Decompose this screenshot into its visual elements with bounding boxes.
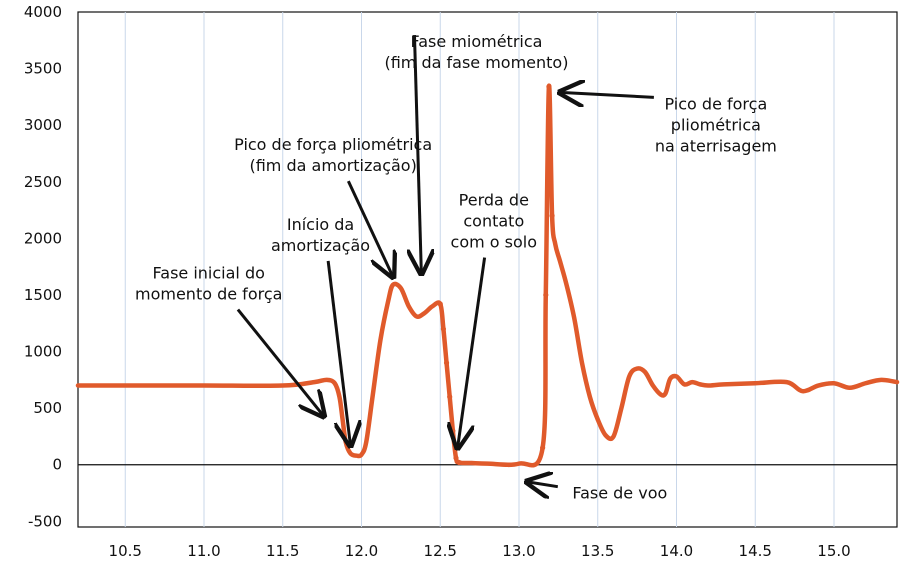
annotation-arrow [560,92,654,97]
y-tick-label: 3000 [24,116,62,134]
data-point [540,445,546,451]
x-tick-label: 14.0 [660,542,693,560]
annotation-label: Fase inicial do momento de força [135,264,282,304]
annotation-3: Fase miométrica (fim da fase momento) [384,32,568,273]
annotation-label: Fase de voo [572,484,667,503]
data-point [440,326,446,332]
annotation-label: Perda de contato com o solo [451,191,538,252]
annotation-label: Pico de força pliométrica na aterrisagem [655,94,777,155]
annotation-4: Perda de contato com o solo [451,191,538,448]
data-point [453,455,459,461]
data-point [443,360,450,366]
annotation-arrow [326,260,350,446]
y-tick-label: 500 [33,399,62,417]
annotation-arrow [346,180,393,277]
plot-frame [77,11,898,528]
y-tick-label: 4000 [24,3,62,21]
data-point [450,428,456,434]
x-tick-label: 12.5 [424,542,457,560]
annotation-arrow [458,257,487,448]
annotation-label: Pico de força pliométrica (fim da amortiz… [234,135,432,175]
data-point [549,213,555,219]
annotation-6: Fase de voo [527,482,667,503]
annotation-2: Pico de força pliométrica (fim da amortiz… [234,135,432,277]
y-tick-label: -500 [28,512,62,530]
annotation-arrow [414,35,421,273]
y-tick-label: 1000 [24,343,62,361]
x-tick-label: 11.5 [266,542,299,560]
x-tick-label: 13.5 [581,542,614,560]
x-tick-label: 12.0 [345,542,378,560]
annotations: Fase inicial do momento de força Início da… [135,32,777,503]
x-tick-label: 11.0 [187,542,220,560]
x-tick-label: 15.0 [817,542,850,560]
y-tick-label: 0 [52,456,62,474]
annotation-label: Início da amortização [271,215,370,255]
y-tick-label: 2500 [24,173,62,191]
annotation-1: Início da amortização [271,215,370,446]
x-tick-label: 14.5 [739,542,772,560]
data-point [546,84,552,90]
annotation-5: Pico de força pliométrica na aterrisagem [560,92,777,155]
annotation-arrow [236,308,324,417]
data-point [456,459,462,466]
y-tick-label: 1500 [24,286,62,304]
x-axis: 10.5 11.0 11.5 12.0 12.5 13.0 13.5 14.0 14.5 15.0 [109,542,851,560]
series-layer [75,83,900,468]
annotation-label: Fase miométrica (fim da fase momento) [384,32,568,72]
y-axis: -500 0 500 1000 1500 2000 2500 3000 3500 4000 [24,3,62,530]
x-tick-label: 13.0 [502,542,535,560]
data-point [447,394,453,400]
series-line-0 [75,83,900,468]
data-point [543,292,549,298]
annotation-arrow [527,482,559,487]
annotation-0: Fase inicial do momento de força [135,264,324,417]
y-tick-label: 2000 [24,229,62,247]
x-tick-label: 10.5 [109,542,142,560]
y-tick-label: 3500 [24,60,62,78]
data-point [437,301,443,307]
